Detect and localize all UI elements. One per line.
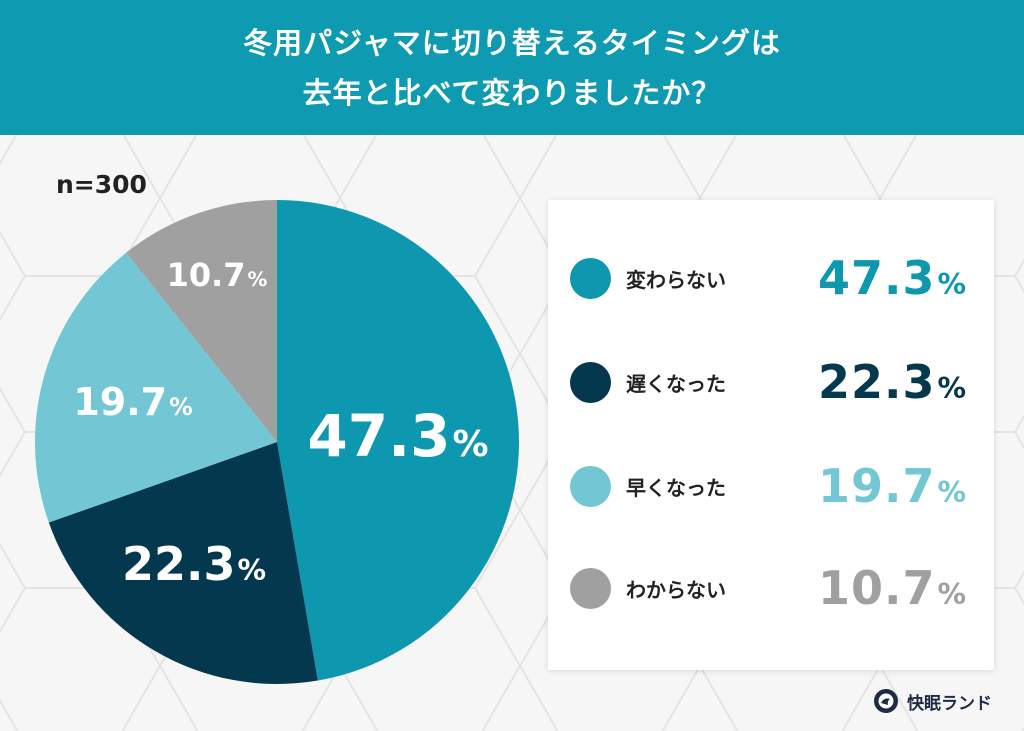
pie-label-later: 22.3%	[121, 537, 267, 591]
legend-item-earlier: 早くなった 19.7%	[548, 456, 994, 516]
pie-slice-unknown	[126, 200, 277, 442]
legend-item-unchanged: 変わらない 47.3%	[548, 248, 994, 308]
pie-label-unchanged: 47.3%	[307, 402, 489, 470]
chart-title-banner: 冬用パジャマに切り替えるタイミングは 去年と比べて変わりましたか？	[0, 0, 1024, 135]
brand-logo: 快眠ランド	[873, 688, 992, 714]
legend-label: 遅くなった	[626, 371, 726, 396]
legend-dot-earlier-icon	[570, 465, 611, 507]
legend-value: 22.3%	[818, 355, 968, 409]
legend-label: 変わらない	[626, 267, 726, 292]
legend-panel: 変わらない 47.3% 遅くなった 22.3% 早くなった 19.7% わからな…	[548, 200, 994, 670]
legend-value: 19.7%	[818, 459, 968, 513]
pie-slice-later	[48, 442, 318, 684]
legend-item-later: 遅くなった 22.3%	[548, 352, 994, 412]
legend-dot-later-icon	[570, 361, 611, 403]
sample-size-label: n=300	[56, 170, 147, 199]
legend-dot-unknown-icon	[570, 567, 611, 609]
pie-slice-unchanged	[277, 200, 519, 681]
brand-emblem-icon	[874, 689, 898, 713]
legend-item-unknown: わからない 10.7%	[548, 558, 994, 618]
legend-value: 10.7%	[818, 561, 968, 615]
chart-title-line-1: 冬用パジャマに切り替えるタイミングは	[243, 25, 781, 60]
legend-value: 47.3%	[818, 251, 968, 305]
pie-label-earlier: 19.7%	[73, 380, 193, 424]
legend-label: 早くなった	[626, 475, 726, 500]
legend-dot-unchanged-icon	[570, 257, 611, 299]
brand-name: 快眠ランド	[907, 693, 992, 714]
legend-label: わからない	[626, 577, 726, 602]
chart-title-line-2: 去年と比べて変わりましたか？	[302, 75, 722, 110]
pie-slice-earlier	[35, 252, 278, 523]
pie-label-unknown: 10.7%	[166, 256, 268, 294]
